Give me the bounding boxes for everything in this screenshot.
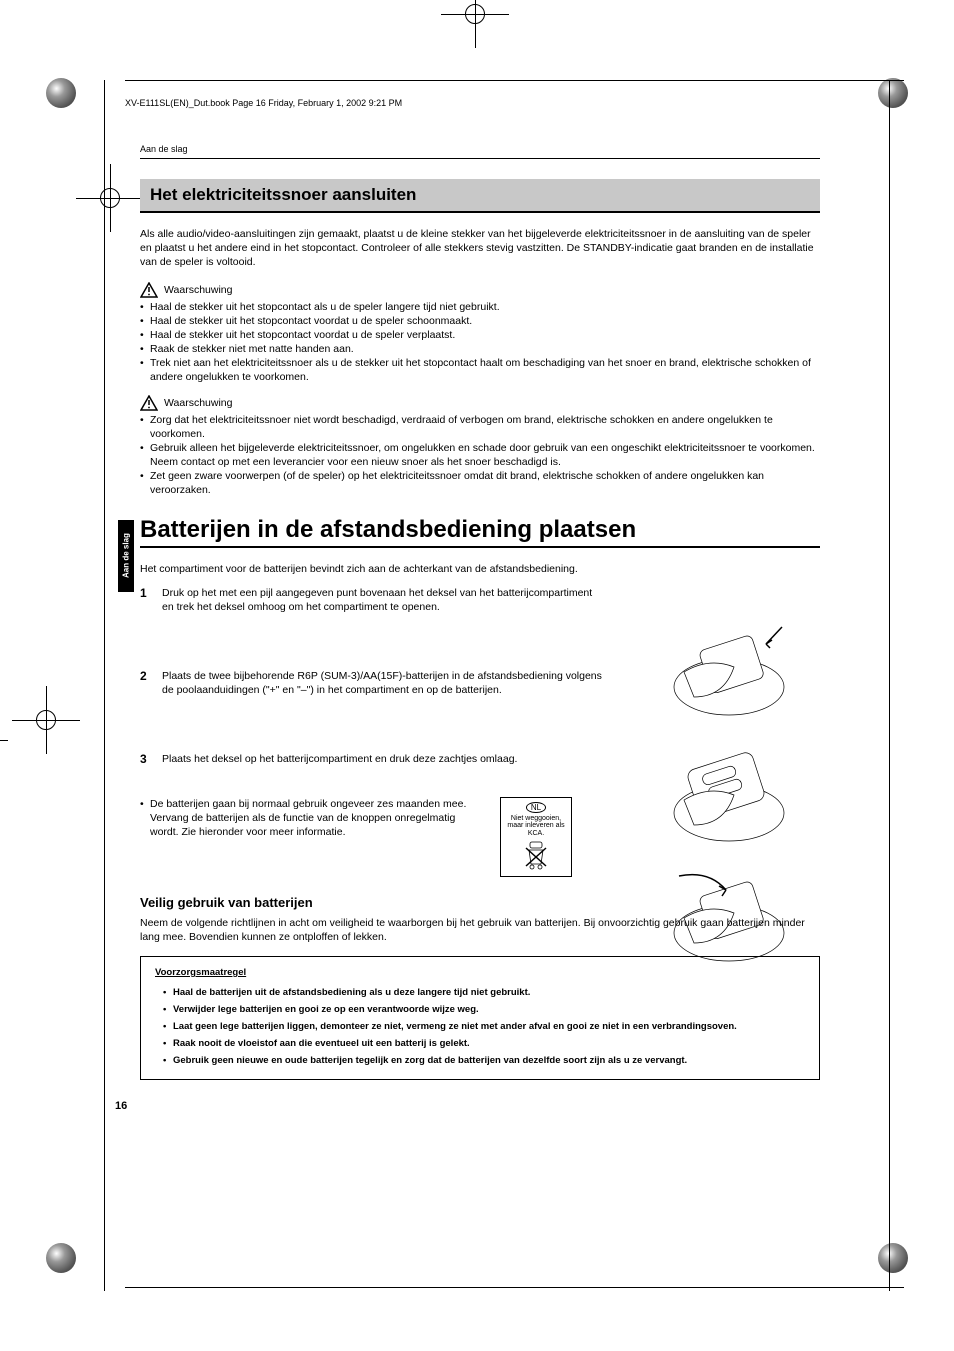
section-rule [140, 158, 820, 159]
page-number: 16 [115, 1100, 820, 1112]
crop-circle-icon [878, 1243, 908, 1273]
warning1-item: Haal de stekker uit het stopcontact als … [140, 300, 820, 314]
section-label: Aan de slag [140, 144, 820, 154]
step-text: Plaats het deksel op het batterijcompart… [162, 752, 602, 766]
battery-note-row: De batterijen gaan bij normaal gebruik o… [140, 797, 820, 877]
precaution-item: Raak nooit de vloeistof aan die eventuee… [155, 1035, 805, 1052]
precaution-list: Haal de batterijen uit de afstandsbedien… [155, 984, 805, 1069]
precaution-item: Haal de batterijen uit de afstandsbedien… [155, 984, 805, 1001]
nl-text: Niet weggooien, maar inleveren als KCA. [503, 815, 569, 838]
section3-title: Veilig gebruik van batterijen [140, 895, 820, 910]
warning1-item: Raak de stekker niet met natte handen aa… [140, 342, 820, 356]
registration-mark-icon [36, 710, 56, 730]
registration-mark-icon [100, 188, 120, 208]
step-text: Druk op het met een pijl aangegeven punt… [162, 586, 602, 614]
precaution-item: Gebruik geen nieuwe en oude batterijen t… [155, 1052, 805, 1069]
registration-mark-icon [465, 4, 485, 24]
crop-circle-icon [878, 78, 908, 108]
battery-note: De batterijen gaan bij normaal gebruik o… [140, 797, 480, 840]
book-header: XV-E111SL(EN)_Dut.book Page 16 Friday, F… [125, 98, 820, 108]
warning2-item: Zet geen zware voorwerpen (of de speler)… [140, 469, 820, 497]
warning1-list: Haal de stekker uit het stopcontact als … [140, 300, 820, 385]
nl-code: NL [526, 802, 546, 813]
step-row: 3 Plaats het deksel op het batterijcompa… [140, 752, 820, 766]
warning1-item: Trek niet aan het elektriciteitssnoer al… [140, 356, 820, 384]
vline-right [889, 80, 890, 1291]
warning-icon [140, 282, 158, 298]
warning1-heading: Waarschuwing [140, 282, 820, 298]
step-text: Plaats de twee bijbehorende R6P (SUM-3)/… [162, 669, 602, 697]
warning1-label: Waarschuwing [164, 284, 232, 296]
section1-body: Als alle audio/video-aansluitingen zijn … [140, 227, 820, 270]
precaution-box: Voorzorgsmaatregel Haal de batterijen ui… [140, 956, 820, 1080]
warning1-item: Haal de stekker uit het stopcontact voor… [140, 314, 820, 328]
bookline-top [125, 80, 904, 81]
step-number: 2 [140, 669, 154, 697]
section2-intro: Het compartiment voor de batterijen bevi… [140, 562, 580, 576]
warning2-item: Gebruik alleen het bijgeleverde elektric… [140, 441, 820, 469]
warning2-label: Waarschuwing [164, 397, 232, 409]
section3-body: Neem de volgende richtlijnen in acht om … [140, 916, 820, 944]
step-number: 1 [140, 586, 154, 614]
section2-title: Batterijen in de afstandsbediening plaat… [140, 516, 820, 548]
precaution-item: Laat geen lege batterijen liggen, demont… [155, 1018, 805, 1035]
side-tab: Aan de slag [118, 520, 134, 592]
warning2-list: Zorg dat het elektriciteitssnoer niet wo… [140, 413, 820, 498]
step-number: 3 [140, 752, 154, 766]
crop-circle-icon [46, 78, 76, 108]
nl-recycling-box: NL Niet weggooien, maar inleveren als KC… [500, 797, 572, 877]
warning2-item: Zorg dat het elektriciteitssnoer niet wo… [140, 413, 820, 441]
precaution-title: Voorzorgsmaatregel [155, 967, 805, 978]
section1-title-bar: Het elektriciteitssnoer aansluiten [140, 179, 820, 213]
precaution-item: Verwijder lege batterijen en gooi ze op … [155, 1001, 805, 1018]
section1-title: Het elektriciteitssnoer aansluiten [150, 185, 810, 205]
step-row: 2 Plaats de twee bijbehorende R6P (SUM-3… [140, 669, 820, 697]
no-trash-icon [523, 840, 549, 870]
warning2-heading: Waarschuwing [140, 395, 820, 411]
warning-icon [140, 395, 158, 411]
crop-circle-icon [46, 1243, 76, 1273]
step-row: 1 Druk op het met een pijl aangegeven pu… [140, 586, 820, 614]
vline-left [104, 80, 105, 1291]
warning1-item: Haal de stekker uit het stopcontact voor… [140, 328, 820, 342]
bookline-bottom [125, 1287, 904, 1288]
